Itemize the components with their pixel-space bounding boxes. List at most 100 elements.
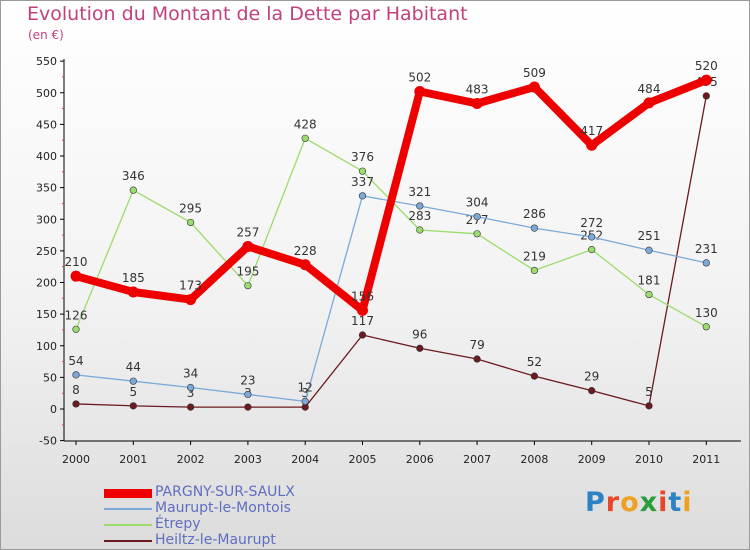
brand-letter: P	[585, 487, 606, 518]
data-label: 54	[68, 354, 83, 368]
data-label: 228	[294, 244, 317, 258]
data-point	[645, 402, 653, 410]
data-point	[643, 97, 655, 109]
data-label: 8	[72, 383, 80, 397]
data-point	[702, 92, 710, 100]
data-label: 156	[351, 289, 374, 303]
x-tick-label: 2005	[349, 453, 377, 466]
data-point	[185, 294, 197, 306]
data-point	[301, 134, 309, 142]
data-point	[187, 383, 195, 392]
data-label: 376	[351, 150, 374, 164]
data-point	[416, 344, 424, 352]
x-tick-label: 2002	[177, 453, 205, 466]
data-point	[72, 325, 80, 333]
legend-item: Étrepy	[104, 516, 364, 533]
x-tick-label: 2007	[463, 453, 491, 466]
brand-letter: i	[682, 487, 693, 518]
x-tick-label: 2003	[234, 453, 262, 466]
y-tick-label: 500	[36, 87, 57, 100]
data-point	[530, 372, 539, 380]
data-point	[702, 323, 710, 331]
legend-swatch	[104, 508, 152, 510]
data-point	[242, 240, 254, 252]
data-label: 251	[638, 229, 661, 243]
data-label: 173	[179, 279, 202, 293]
legend-label: Étrepy	[155, 516, 201, 532]
data-point	[244, 390, 252, 399]
legend-label: Heiltz-le-Maurupt	[155, 532, 276, 548]
x-tick-label: 2009	[578, 453, 606, 466]
y-tick-label: 0	[50, 403, 57, 416]
brand-logo: Proxiti	[585, 487, 693, 518]
data-point	[187, 218, 195, 227]
chart-legend: PARGNY-SUR-SAULX Maurupt-le-Montois Étrepy…	[104, 484, 364, 549]
chart-subtitle: (en €)	[28, 28, 64, 42]
data-label: 483	[466, 83, 489, 97]
data-point	[473, 213, 481, 221]
data-point	[127, 286, 139, 298]
data-point	[244, 282, 252, 290]
data-label: 231	[695, 242, 718, 256]
brand-letter: i	[658, 487, 669, 518]
data-label: 5	[645, 385, 653, 399]
data-label: 520	[695, 59, 718, 73]
legend-label: Maurupt-le-Montois	[155, 500, 291, 516]
legend-swatch	[104, 540, 152, 542]
legend-item: Heiltz-le-Maurupt	[104, 532, 364, 549]
data-label: 219	[523, 249, 546, 263]
x-tick-label: 2010	[635, 453, 663, 466]
data-point	[357, 304, 368, 316]
data-label: 185	[122, 271, 145, 285]
data-label: 257	[236, 225, 259, 239]
data-label: 509	[523, 66, 546, 80]
data-label: 283	[408, 209, 431, 223]
data-label: 272	[580, 216, 603, 230]
data-point	[530, 224, 539, 232]
data-label: 337	[351, 175, 374, 189]
data-label: 5	[129, 385, 137, 399]
data-point	[700, 74, 712, 86]
data-point	[416, 226, 424, 234]
y-tick-label: 350	[36, 182, 57, 195]
data-label: 195	[236, 265, 259, 279]
data-point	[645, 290, 653, 299]
data-label: 181	[638, 274, 661, 288]
data-point	[358, 192, 367, 200]
x-tick-label: 2011	[692, 453, 720, 466]
data-label: 117	[351, 314, 374, 328]
data-point	[129, 186, 137, 194]
legend-item: Maurupt-le-Montois	[104, 500, 364, 517]
y-tick-label: 400	[36, 150, 57, 163]
y-tick-label: 50	[43, 371, 57, 384]
data-point	[72, 371, 80, 379]
data-label: 304	[466, 196, 489, 210]
y-tick-label: 200	[36, 277, 57, 290]
data-label: 502	[408, 70, 431, 84]
brand-letter: o	[620, 487, 640, 518]
y-tick-label: 150	[36, 308, 57, 321]
data-label: 23	[240, 373, 255, 387]
data-point	[414, 85, 426, 97]
y-tick-label: 550	[36, 55, 57, 68]
legend-swatch	[104, 524, 152, 526]
y-tick-label: -50	[39, 435, 57, 448]
brand-letter: x	[639, 487, 659, 518]
data-point	[358, 167, 367, 175]
data-point	[702, 259, 710, 267]
data-point	[358, 331, 367, 339]
data-label: 52	[527, 355, 542, 369]
data-point	[588, 387, 596, 395]
data-point	[244, 403, 252, 411]
legend-item: PARGNY-SUR-SAULX	[104, 484, 364, 501]
data-point	[129, 377, 137, 385]
data-label: 286	[523, 207, 546, 221]
legend-label: PARGNY-SUR-SAULX	[155, 484, 295, 500]
x-tick-label: 2006	[406, 453, 434, 466]
data-label: 346	[122, 169, 145, 183]
series-line	[75, 95, 707, 408]
data-label: 29	[584, 370, 599, 384]
data-point	[588, 246, 596, 254]
